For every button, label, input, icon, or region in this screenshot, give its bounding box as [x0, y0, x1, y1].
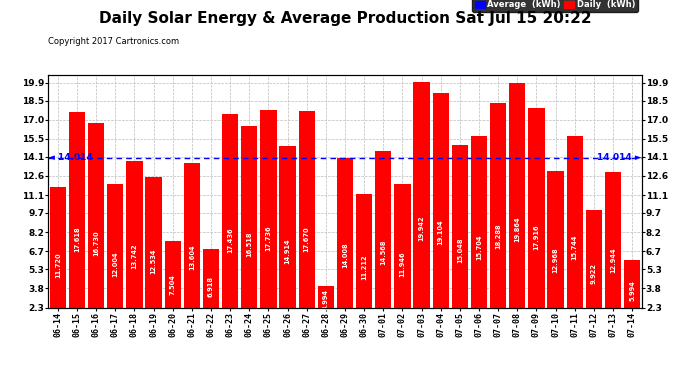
Bar [509, 83, 525, 308]
Text: 19.942: 19.942 [419, 216, 424, 242]
Text: 11.720: 11.720 [55, 253, 61, 278]
Bar [452, 145, 468, 308]
Text: 9.922: 9.922 [591, 263, 597, 284]
Text: 14.008: 14.008 [342, 242, 348, 268]
Text: 13.742: 13.742 [131, 243, 137, 269]
Text: 17.670: 17.670 [304, 226, 310, 252]
Text: 16.518: 16.518 [246, 231, 253, 256]
Bar [260, 110, 277, 308]
Text: 5.994: 5.994 [629, 280, 635, 302]
Bar [529, 108, 544, 308]
Bar [165, 241, 181, 308]
Text: 18.288: 18.288 [495, 223, 501, 249]
Text: 12.004: 12.004 [112, 251, 118, 277]
Text: 17.736: 17.736 [266, 226, 271, 251]
Text: 17.916: 17.916 [533, 225, 540, 251]
Text: 14.568: 14.568 [380, 240, 386, 266]
Bar [471, 136, 487, 308]
Text: 15.704: 15.704 [476, 235, 482, 260]
Text: 3.994: 3.994 [323, 290, 329, 310]
Bar [375, 151, 391, 308]
Text: 11.946: 11.946 [400, 252, 406, 277]
Text: 12.968: 12.968 [553, 247, 559, 273]
Text: 16.730: 16.730 [93, 230, 99, 256]
Bar [107, 183, 124, 308]
Bar [126, 161, 143, 308]
Bar [146, 177, 161, 308]
Bar [586, 210, 602, 308]
Bar [605, 171, 621, 308]
Bar [356, 194, 373, 308]
Bar [433, 93, 449, 308]
Text: 12.944: 12.944 [610, 247, 616, 273]
Bar [337, 158, 353, 308]
Text: Daily Solar Energy & Average Production Sat Jul 15 20:22: Daily Solar Energy & Average Production … [99, 11, 591, 26]
Bar [299, 111, 315, 308]
Text: 14.914: 14.914 [284, 238, 290, 264]
Bar [394, 184, 411, 308]
Bar [222, 114, 238, 308]
Text: 17.618: 17.618 [74, 226, 80, 252]
Bar [547, 171, 564, 308]
Text: 12.534: 12.534 [150, 249, 157, 274]
Text: 13.604: 13.604 [189, 244, 195, 270]
Text: 19.864: 19.864 [514, 216, 520, 242]
Legend: Average  (kWh), Daily  (kWh): Average (kWh), Daily (kWh) [472, 0, 638, 12]
Text: 19.104: 19.104 [437, 219, 444, 245]
Bar [490, 103, 506, 308]
Bar [413, 82, 430, 308]
Bar [566, 136, 583, 308]
Bar [88, 123, 104, 308]
Text: 11.212: 11.212 [361, 255, 367, 280]
Text: 7.504: 7.504 [170, 274, 176, 295]
Bar [203, 249, 219, 308]
Bar [624, 260, 640, 308]
Bar [317, 286, 334, 308]
Text: Copyright 2017 Cartronics.com: Copyright 2017 Cartronics.com [48, 38, 179, 46]
Text: 17.436: 17.436 [227, 227, 233, 253]
Text: 6.918: 6.918 [208, 276, 214, 297]
Text: 14.014 ►: 14.014 ► [597, 153, 642, 162]
Bar [69, 112, 85, 308]
Text: 15.048: 15.048 [457, 238, 463, 263]
Bar [279, 146, 296, 308]
Text: 15.744: 15.744 [572, 235, 578, 260]
Text: ◄ 14.014: ◄ 14.014 [48, 153, 93, 162]
Bar [241, 126, 257, 308]
Bar [50, 187, 66, 308]
Bar [184, 163, 200, 308]
